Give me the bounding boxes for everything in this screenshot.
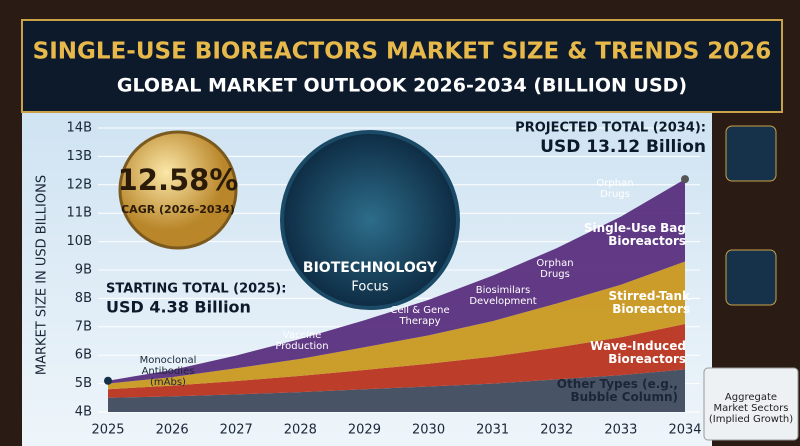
y-tick-label: 4B <box>75 405 92 420</box>
subtitle: GLOBAL MARKET OUTLOOK 2026-2034 (BILLION… <box>117 75 687 97</box>
annotation: Orphan Drugs <box>536 258 574 280</box>
annotation: Biosimilars Development <box>469 285 537 307</box>
series-label: Other Types (e.g., Bubble Column) <box>556 377 678 405</box>
annotation: Monoclonal Antibodies (mAbs) <box>139 355 197 388</box>
y-tick-label: 14B <box>67 121 92 136</box>
start-point <box>104 376 112 385</box>
center-label: BIOTECHNOLOGY <box>303 260 438 276</box>
area <box>108 369 685 412</box>
globe-illustration <box>280 130 460 310</box>
end-label: PROJECTED TOTAL (2034): <box>515 121 706 136</box>
annotation: Vaccine Production <box>275 330 329 352</box>
cagr-badge <box>118 130 238 250</box>
center-sublabel: Focus <box>351 280 388 295</box>
header <box>21 19 783 113</box>
y-tick-label: 12B <box>67 177 92 192</box>
x-tick-label: 2034 <box>668 423 701 438</box>
end-point <box>681 175 689 184</box>
series-label: Wave-Induced Bioreactors <box>590 339 686 367</box>
series-label: Single-Use Bag Bioreactors <box>583 221 686 249</box>
y-tick-label: 7B <box>75 319 92 334</box>
y-tick-label: 11B <box>67 206 92 221</box>
cagr-value: 12.58% <box>118 163 239 197</box>
series-label: Stirred-Tank Bioreactors <box>608 289 690 317</box>
y-tick-label: 9B <box>75 263 92 278</box>
icon-bioreactor <box>725 125 777 182</box>
area <box>108 179 685 384</box>
legend-box <box>703 367 799 441</box>
x-tick-label: 2032 <box>540 423 573 438</box>
y-tick-label: 5B <box>75 376 92 391</box>
end-value: USD 13.12 Billion <box>540 137 706 157</box>
x-tick-label: 2028 <box>284 423 317 438</box>
x-tick-label: 2029 <box>348 423 381 438</box>
x-tick-label: 2025 <box>91 423 124 438</box>
y-tick-label: 10B <box>67 234 92 249</box>
annotation: Cell & Gene Therapy <box>390 305 450 327</box>
y-tick-label: 6B <box>75 348 92 363</box>
start-label: STARTING TOTAL (2025): <box>106 282 286 297</box>
annotation: Orphan Drugs <box>596 178 634 200</box>
legend-note: Aggregate Market Sectors (Implied Growth… <box>708 392 794 425</box>
y-tick-label: 13B <box>67 149 92 164</box>
x-tick-label: 2030 <box>412 423 445 438</box>
x-tick-label: 2031 <box>476 423 509 438</box>
area <box>108 261 685 390</box>
icon-dna <box>725 249 777 306</box>
title: SINGLE-USE BIOREACTORS MARKET SIZE & TRE… <box>33 39 772 65</box>
cagr-label: CAGR (2026-2034) <box>121 203 235 216</box>
y-axis-label: MARKET SIZE IN USD BILLIONS <box>35 175 50 375</box>
x-tick-label: 2026 <box>156 423 189 438</box>
area <box>108 323 685 398</box>
start-value: USD 4.38 Billion <box>106 298 251 317</box>
x-tick-label: 2027 <box>220 423 253 438</box>
y-tick-label: 8B <box>75 291 92 306</box>
x-tick-label: 2033 <box>604 423 637 438</box>
